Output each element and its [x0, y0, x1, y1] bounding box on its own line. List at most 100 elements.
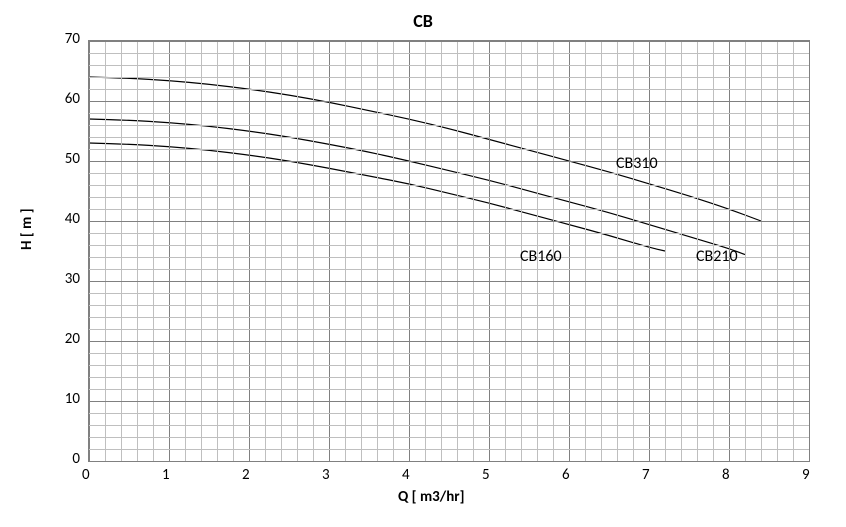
series-label-CB310: CB310	[616, 154, 658, 173]
x-major-grid	[569, 41, 570, 461]
y-major-grid	[89, 341, 809, 342]
y-minor-grid	[89, 113, 809, 114]
y-minor-grid	[89, 425, 809, 426]
y-minor-grid	[89, 389, 809, 390]
y-minor-grid	[89, 317, 809, 318]
x-minor-grid	[105, 41, 106, 461]
y-minor-grid	[89, 185, 809, 186]
x-tick-label: 6	[562, 466, 570, 484]
x-minor-grid	[633, 41, 634, 461]
x-minor-grid	[153, 41, 154, 461]
x-minor-grid	[377, 41, 378, 461]
y-axis-label: H [ m ]	[18, 208, 36, 250]
x-major-grid	[89, 41, 90, 461]
y-minor-grid	[89, 449, 809, 450]
x-tick-label: 7	[642, 466, 650, 484]
y-minor-grid	[89, 293, 809, 294]
y-major-grid	[89, 41, 809, 42]
x-tick-label: 9	[802, 466, 810, 484]
x-minor-grid	[393, 41, 394, 461]
x-minor-grid	[585, 41, 586, 461]
y-minor-grid	[89, 77, 809, 78]
y-minor-grid	[89, 125, 809, 126]
x-minor-grid	[137, 41, 138, 461]
y-minor-grid	[89, 53, 809, 54]
y-minor-grid	[89, 173, 809, 174]
x-minor-grid	[777, 41, 778, 461]
y-minor-grid	[89, 197, 809, 198]
x-minor-grid	[617, 41, 618, 461]
x-minor-grid	[345, 41, 346, 461]
x-minor-grid	[361, 41, 362, 461]
y-tick-label: 50	[65, 150, 80, 168]
x-major-grid	[409, 41, 410, 461]
x-minor-grid	[313, 41, 314, 461]
x-minor-grid	[233, 41, 234, 461]
x-major-grid	[249, 41, 250, 461]
y-minor-grid	[89, 365, 809, 366]
x-minor-grid	[441, 41, 442, 461]
x-tick-label: 2	[242, 466, 250, 484]
x-minor-grid	[217, 41, 218, 461]
x-minor-grid	[473, 41, 474, 461]
x-major-grid	[649, 41, 650, 461]
y-minor-grid	[89, 137, 809, 138]
series-label-CB160: CB160	[520, 247, 562, 266]
x-tick-label: 5	[482, 466, 490, 484]
x-minor-grid	[425, 41, 426, 461]
x-axis-label: Q [ m3/hr]	[398, 488, 464, 506]
x-minor-grid	[793, 41, 794, 461]
y-tick-label: 0	[72, 450, 80, 468]
y-tick-label: 30	[65, 270, 80, 288]
x-minor-grid	[201, 41, 202, 461]
y-minor-grid	[89, 245, 809, 246]
y-minor-grid	[89, 89, 809, 90]
y-minor-grid	[89, 413, 809, 414]
y-major-grid	[89, 281, 809, 282]
y-minor-grid	[89, 233, 809, 234]
x-tick-label: 8	[722, 466, 730, 484]
y-minor-grid	[89, 269, 809, 270]
x-minor-grid	[185, 41, 186, 461]
x-tick-label: 4	[402, 466, 410, 484]
y-tick-label: 20	[65, 330, 80, 348]
x-major-grid	[489, 41, 490, 461]
y-tick-label: 10	[65, 390, 80, 408]
y-minor-grid	[89, 65, 809, 66]
y-major-grid	[89, 461, 809, 462]
y-minor-grid	[89, 149, 809, 150]
x-major-grid	[809, 41, 810, 461]
y-major-grid	[89, 161, 809, 162]
y-minor-grid	[89, 353, 809, 354]
x-minor-grid	[457, 41, 458, 461]
pump-curve-chart: CB Q [ m3/hr] H [ m ] 0 1 2 3 4 5 6 7 8 9 0 10 20 30 4…	[0, 0, 846, 527]
x-minor-grid	[505, 41, 506, 461]
y-minor-grid	[89, 329, 809, 330]
y-minor-grid	[89, 305, 809, 306]
x-minor-grid	[281, 41, 282, 461]
y-tick-label: 60	[65, 90, 80, 108]
x-minor-grid	[761, 41, 762, 461]
y-major-grid	[89, 221, 809, 222]
y-minor-grid	[89, 377, 809, 378]
x-tick-label: 1	[162, 466, 170, 484]
y-tick-label: 40	[65, 210, 80, 228]
x-tick-label: 3	[322, 466, 330, 484]
x-tick-label: 0	[82, 466, 90, 484]
x-minor-grid	[121, 41, 122, 461]
y-minor-grid	[89, 437, 809, 438]
y-major-grid	[89, 101, 809, 102]
y-tick-label: 70	[65, 30, 80, 48]
y-major-grid	[89, 401, 809, 402]
y-minor-grid	[89, 209, 809, 210]
x-major-grid	[169, 41, 170, 461]
chart-title: CB	[0, 10, 846, 32]
x-minor-grid	[297, 41, 298, 461]
x-major-grid	[329, 41, 330, 461]
series-CB210	[89, 119, 745, 255]
x-minor-grid	[681, 41, 682, 461]
series-label-CB210: CB210	[696, 247, 738, 266]
x-minor-grid	[265, 41, 266, 461]
x-minor-grid	[601, 41, 602, 461]
x-minor-grid	[665, 41, 666, 461]
